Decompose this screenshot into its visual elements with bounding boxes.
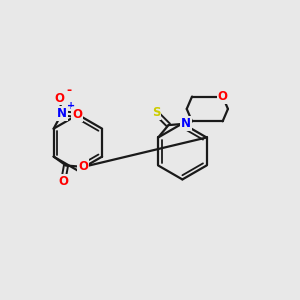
Text: O: O: [218, 90, 228, 103]
Text: -: -: [66, 85, 71, 98]
Text: N: N: [57, 107, 67, 120]
Text: S: S: [152, 106, 161, 119]
Text: +: +: [67, 101, 75, 111]
Text: O: O: [55, 92, 64, 104]
Text: O: O: [78, 160, 88, 173]
Text: O: O: [58, 175, 68, 188]
Text: O: O: [72, 108, 82, 121]
Text: N: N: [181, 117, 191, 130]
